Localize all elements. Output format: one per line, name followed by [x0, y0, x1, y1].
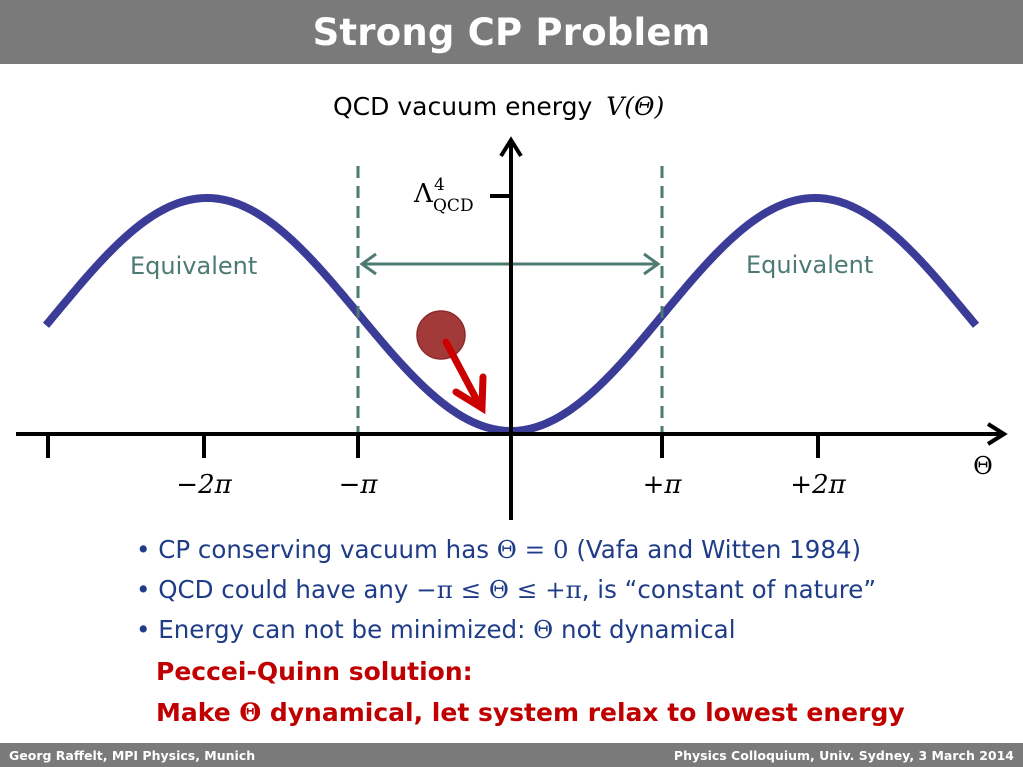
solution-heading: Peccei-Quinn solution:: [156, 657, 473, 686]
footer-author: Georg Raffelt, MPI Physics, Munich: [9, 747, 256, 763]
lambda-qcd-sup: 4: [434, 175, 445, 195]
equivalent-label-right: Equivalent: [746, 251, 873, 279]
slide-title: Strong CP Problem: [312, 10, 711, 54]
footer-event: Physics Colloquium, Univ. Sydney, 3 Marc…: [673, 747, 1014, 763]
slide-footer: Georg Raffelt, MPI Physics, Munich Physi…: [0, 743, 1023, 767]
vacuum-energy-diagram: QCD vacuum energy V(Θ) Equivalent Equiva…: [16, 92, 1008, 520]
slide-header: Strong CP Problem: [0, 0, 1023, 64]
equivalent-label-left: Equivalent: [130, 252, 257, 280]
solution-description: Make Θ dynamical, let system relax to lo…: [156, 698, 905, 727]
y-axis-arrowhead: [499, 136, 523, 158]
bullet-item: • Energy can not be minimized: Θ not dyn…: [136, 615, 736, 644]
period-arrow-right-head: [643, 252, 661, 276]
relax-arrow-head: [452, 373, 487, 415]
lambda-qcd-sub: QCD: [433, 196, 474, 216]
relax-arrow-shaft: [442, 338, 484, 410]
bullet-list: • CP conserving vacuum has Θ = 0 (Vafa a…: [136, 530, 876, 650]
axis-label-theta: Θ: [973, 452, 993, 480]
lambda-qcd-label: Λ: [413, 179, 434, 209]
x-axis-arrowhead: [986, 422, 1008, 446]
solution-text: Peccei-Quinn solution: Make Θ dynamical,…: [156, 651, 905, 733]
bullet-item: • QCD could have any −π ≤ Θ ≤ +π, is “co…: [136, 575, 877, 604]
period-arrow-left-head: [359, 252, 377, 276]
tick-label-minus-2pi: −2π: [176, 470, 232, 500]
tick-label-plus-2pi: +2π: [790, 470, 846, 500]
vacuum-ball: [416, 310, 466, 360]
bullet-item: • CP conserving vacuum has Θ = 0 (Vafa a…: [136, 535, 862, 564]
tick-label-minus-pi: −π: [339, 470, 379, 500]
tick-label-plus-pi: +π: [643, 470, 683, 500]
diagram-title: QCD vacuum energy V(Θ): [333, 92, 664, 121]
